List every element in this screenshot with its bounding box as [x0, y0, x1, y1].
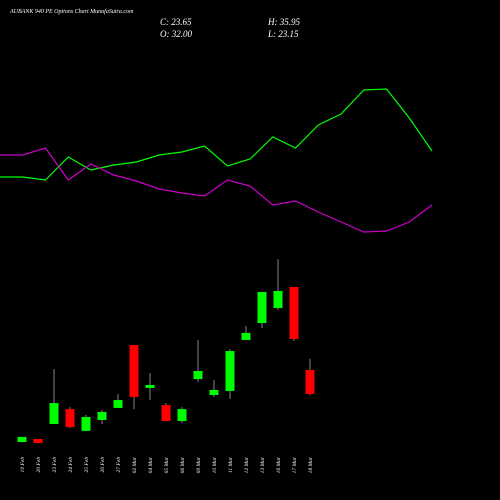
candle-body [161, 405, 171, 422]
x-tick-label: 23 Feb [52, 457, 58, 473]
x-tick-label: 26 Feb [100, 457, 106, 473]
x-tick-label: 16 Mar [276, 456, 282, 473]
x-tick-label: 12 Mar [244, 456, 250, 473]
candle-body [225, 351, 235, 391]
candle-body [305, 370, 315, 394]
candle-body [129, 345, 139, 398]
candle-body [177, 409, 187, 422]
close-info: C: 23.65 [160, 17, 192, 27]
indicator-line [0, 88, 433, 181]
x-tick-label: 13 Mar [260, 456, 266, 473]
open-info: O: 32.00 [160, 29, 192, 39]
candle-body [209, 389, 219, 395]
candle-body [33, 438, 43, 443]
x-tick-label: 11 Mar [228, 456, 234, 473]
candle-body [81, 416, 91, 431]
x-tick-label: 25 Feb [84, 457, 90, 473]
x-tick-label: 04 Mar [147, 456, 154, 473]
candle-body [65, 409, 75, 428]
candle-body [97, 411, 107, 420]
candle-body [289, 286, 299, 339]
candle-body [17, 436, 27, 442]
candle-body [145, 384, 155, 388]
x-tick-label: 06 Mar [180, 456, 186, 473]
x-tick-label: 24 Feb [67, 457, 74, 473]
low-info: L: 23.15 [267, 29, 299, 39]
chart-title: AUBANK 940 PE Options Chart MunafaSutra.… [9, 8, 134, 15]
x-tick-label: 09 Mar [196, 456, 202, 473]
high-info: H: 35.95 [267, 17, 300, 27]
x-tick-label: 17 Mar [292, 456, 298, 473]
candle-body [257, 291, 267, 324]
x-tick-label: 18 Mar [308, 456, 314, 473]
x-tick-label: 19 Feb [20, 457, 26, 473]
candle-body [273, 290, 283, 308]
candle-body [241, 332, 251, 340]
candle-body [193, 371, 203, 380]
indicator-line [0, 147, 433, 233]
x-tick-label: 02 Mar [132, 456, 138, 473]
x-tick-label: 10 Mar [212, 456, 218, 473]
candle-body [113, 400, 123, 408]
x-tick-label: 20 Feb [36, 457, 42, 473]
x-tick-label: 05 Mar [164, 456, 170, 473]
candle-body [49, 403, 59, 425]
x-tick-label: 27 Feb [116, 457, 122, 473]
